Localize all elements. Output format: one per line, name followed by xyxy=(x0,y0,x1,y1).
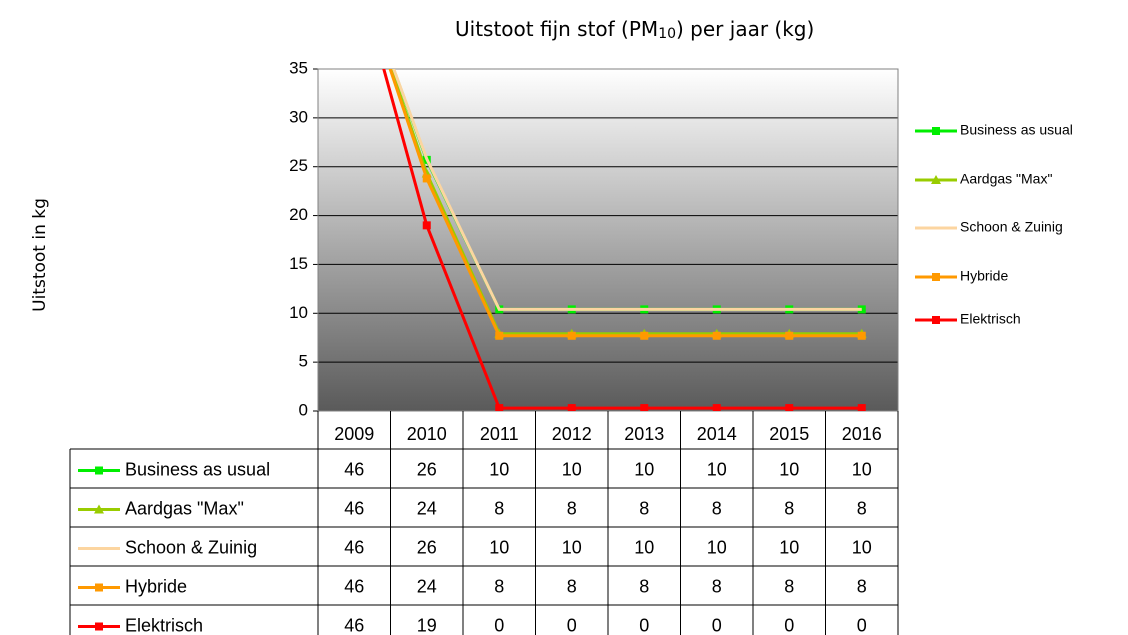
table-cell: 24 xyxy=(417,498,437,518)
table-cell: 8 xyxy=(494,576,504,596)
marker xyxy=(785,331,794,340)
y-tick-label: 5 xyxy=(299,352,308,371)
table-cell: 10 xyxy=(707,459,727,479)
x-tick-label: 2015 xyxy=(769,424,809,444)
y-tick-label: 15 xyxy=(289,254,308,273)
table-cell: 10 xyxy=(562,537,582,557)
table-cell: 8 xyxy=(639,576,649,596)
x-tick-label: 2014 xyxy=(697,424,737,444)
table-cell: 46 xyxy=(344,615,364,635)
table-cell: 0 xyxy=(784,615,794,635)
y-tick-label: 25 xyxy=(289,156,308,175)
table-cell: 8 xyxy=(567,498,577,518)
y-tick-label: 20 xyxy=(289,205,308,224)
table-cell: 10 xyxy=(779,537,799,557)
table-cell: 8 xyxy=(712,576,722,596)
series-line xyxy=(389,69,862,336)
table-cell: 10 xyxy=(852,459,872,479)
table-cell: 8 xyxy=(784,498,794,518)
table-cell: 8 xyxy=(784,576,794,596)
table-cell: 8 xyxy=(567,576,577,596)
marker xyxy=(640,404,649,411)
table-cell: 46 xyxy=(344,498,364,518)
table-cell: 8 xyxy=(639,498,649,518)
table-cell: 8 xyxy=(857,576,867,596)
table-cell: 0 xyxy=(712,615,722,635)
table-row-label: Aardgas "Max" xyxy=(125,498,244,518)
marker xyxy=(95,583,103,592)
table-cell: 46 xyxy=(344,459,364,479)
table-row-label: Elektrisch xyxy=(125,615,203,635)
table-cell: 0 xyxy=(857,615,867,635)
y-tick-label: 30 xyxy=(289,107,308,126)
marker xyxy=(495,404,504,411)
marker xyxy=(567,331,576,340)
marker xyxy=(94,504,104,514)
table-cell: 8 xyxy=(712,498,722,518)
series-line xyxy=(392,69,862,311)
table-cell: 10 xyxy=(562,459,582,479)
legend-label: Hybride xyxy=(960,268,1008,284)
table-row-label: Schoon & Zuinig xyxy=(125,537,257,557)
marker xyxy=(567,404,576,411)
table-cell: 46 xyxy=(344,537,364,557)
x-tick-label: 2012 xyxy=(552,424,592,444)
series-layer xyxy=(382,69,867,411)
marker xyxy=(857,331,866,340)
x-tick-label: 2011 xyxy=(480,424,519,444)
legend-label: Business as usual xyxy=(960,122,1073,138)
table-cell: 26 xyxy=(417,459,437,479)
table-cell: 10 xyxy=(634,537,654,557)
marker xyxy=(931,175,941,184)
marker xyxy=(712,331,721,340)
table-cell: 8 xyxy=(494,498,504,518)
series-line xyxy=(388,69,862,338)
table-cell: 10 xyxy=(852,537,872,557)
table-cell: 10 xyxy=(489,537,509,557)
table-cell: 10 xyxy=(489,459,509,479)
chart-title: Uitstoot fijn stof (PM10) per jaar (kg) xyxy=(455,17,814,43)
marker xyxy=(712,404,721,411)
marker xyxy=(932,316,940,324)
x-tick-label: 2016 xyxy=(842,424,882,444)
table-row-label: Business as usual xyxy=(125,459,270,479)
x-tick-label: 2013 xyxy=(624,424,664,444)
table-cell: 0 xyxy=(639,615,649,635)
legend-label: Schoon & Zuinig xyxy=(960,219,1063,235)
table-cell: 10 xyxy=(707,537,727,557)
marker xyxy=(640,331,649,340)
x-tick-label: 2010 xyxy=(407,424,447,444)
plot-area xyxy=(318,69,898,411)
table-cell: 0 xyxy=(494,615,504,635)
series-line xyxy=(382,69,862,410)
table-cell: 10 xyxy=(634,459,654,479)
y-tick-label: 0 xyxy=(299,400,308,419)
table-cell: 24 xyxy=(417,576,437,596)
marker xyxy=(932,127,940,135)
y-tick-label: 10 xyxy=(289,303,308,322)
legend-label: Aardgas "Max" xyxy=(960,171,1052,187)
table-cell: 8 xyxy=(857,498,867,518)
marker xyxy=(495,331,504,340)
marker xyxy=(932,273,940,281)
legend-label: Elektrisch xyxy=(960,311,1021,327)
marker xyxy=(857,404,866,411)
marker xyxy=(95,466,103,475)
table-row-label: Hybride xyxy=(125,576,187,596)
table-cell: 26 xyxy=(417,537,437,557)
x-tick-label: 2009 xyxy=(334,424,374,444)
marker xyxy=(422,174,431,183)
y-tick-label: 35 xyxy=(289,58,308,77)
marker xyxy=(422,221,431,230)
table-cell: 46 xyxy=(344,576,364,596)
marker xyxy=(785,404,794,411)
table-cell: 19 xyxy=(417,615,437,635)
marker xyxy=(95,622,103,631)
y-axis-label: Uitstoot in kg xyxy=(30,198,50,312)
table-cell: 10 xyxy=(779,459,799,479)
table-cell: 0 xyxy=(567,615,577,635)
